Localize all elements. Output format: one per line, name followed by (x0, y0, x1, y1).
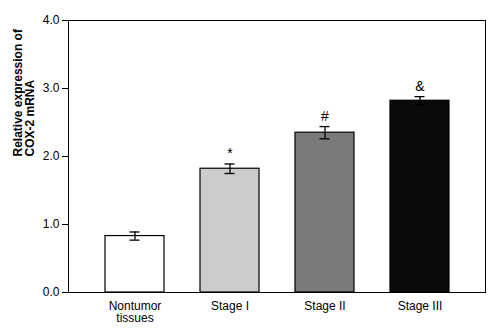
svg-text:*: * (227, 145, 233, 161)
svg-text:Stage II: Stage II (304, 299, 345, 313)
svg-text:1.0: 1.0 (43, 217, 60, 231)
svg-text:Stage I: Stage I (211, 299, 249, 313)
svg-text:3.0: 3.0 (43, 81, 60, 95)
svg-text:#: # (321, 108, 329, 124)
svg-text:Relative expression ofCOX-2 mR: Relative expression ofCOX-2 mRNA (11, 28, 37, 156)
svg-text:Nontumortissues: Nontumortissues (109, 299, 162, 325)
svg-text:4.0: 4.0 (43, 13, 60, 27)
svg-text:Stage III: Stage III (398, 299, 443, 313)
svg-text:0.0: 0.0 (43, 285, 60, 299)
svg-text:&: & (415, 78, 425, 94)
svg-text:2.0: 2.0 (43, 149, 60, 163)
